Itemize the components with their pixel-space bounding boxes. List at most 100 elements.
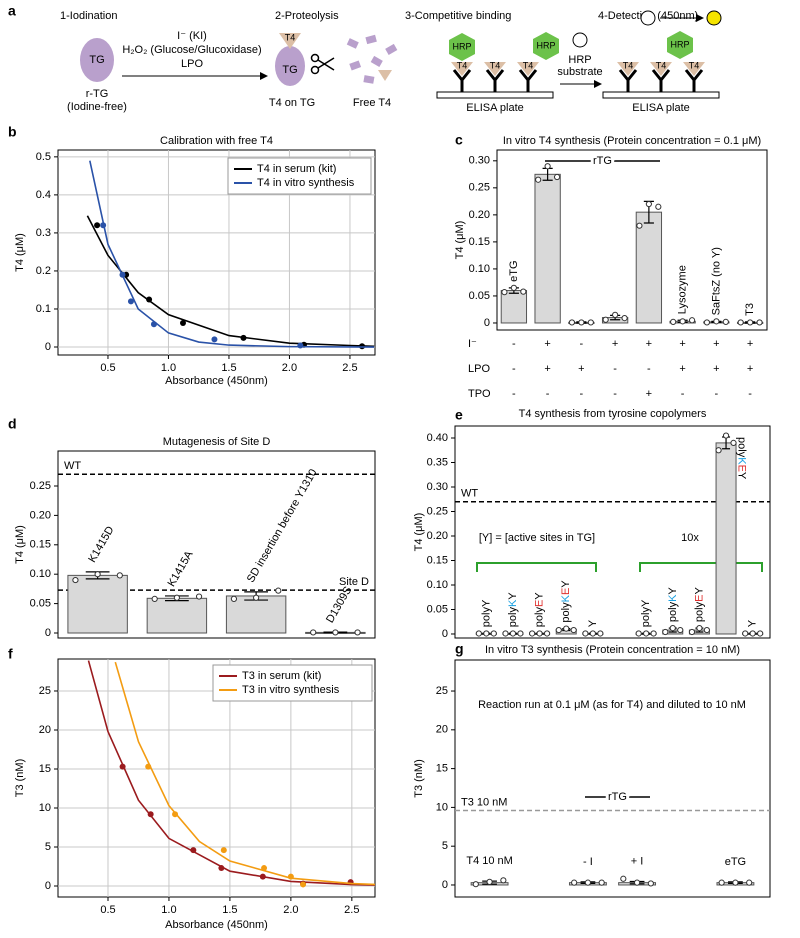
plot-frame xyxy=(57,149,376,356)
x-tick-label: 1.0 xyxy=(161,362,176,374)
protein-icon xyxy=(80,38,114,82)
data-point xyxy=(287,873,294,880)
replicate-point xyxy=(555,626,562,634)
data-point xyxy=(240,334,247,341)
fit-curve xyxy=(86,215,375,348)
y-tick-label: 0 xyxy=(484,317,490,329)
protein-caption: (Iodine-free) xyxy=(67,101,127,113)
enzyme-label: HRP xyxy=(452,41,471,51)
replicate-point xyxy=(647,880,654,887)
condition-value: - xyxy=(748,388,752,400)
antibodies xyxy=(452,69,538,92)
condition-value: - xyxy=(715,388,719,400)
replicate-point xyxy=(475,630,482,637)
chart-title: Mutagenesis of Site D xyxy=(163,436,271,448)
y-tick-label: 0.2 xyxy=(36,265,51,277)
legend-box xyxy=(212,664,373,702)
caption: T4 on TG xyxy=(269,97,315,109)
y-tick-label: 15 xyxy=(39,763,51,775)
panel-letter: e xyxy=(455,407,463,423)
condition-row-label: LPO xyxy=(468,363,490,375)
replicate-point xyxy=(520,288,527,295)
legend-label: T4 in vitro synthesis xyxy=(257,177,355,189)
replicate-point xyxy=(746,879,753,886)
replicate-point xyxy=(669,625,676,632)
y-tick-label: 0.15 xyxy=(30,539,51,551)
y-tick-label: 10 xyxy=(436,801,448,813)
category-label: Y xyxy=(747,619,759,627)
y-tick-label: 25 xyxy=(39,685,51,697)
category-label: polyY xyxy=(640,599,652,627)
panel-letter: d xyxy=(8,416,17,432)
legend-box xyxy=(227,157,372,195)
replicate-point xyxy=(94,571,101,578)
caption: Free T4 xyxy=(353,97,391,109)
data-point xyxy=(218,865,225,872)
category-label: SD insertion before Y1310 xyxy=(245,467,320,585)
annotation: 10x xyxy=(681,532,699,544)
replicate-point xyxy=(688,317,696,324)
x-tick-label: 2.5 xyxy=(344,904,359,916)
x-tick-label: 0.5 xyxy=(100,362,115,374)
replicate-point xyxy=(597,630,604,637)
data-point xyxy=(211,336,218,343)
arrow-head xyxy=(696,14,704,22)
replicate-point xyxy=(535,176,542,183)
y-tick-label: 0 xyxy=(442,628,448,640)
replicate-point xyxy=(553,173,561,181)
category-label: eTG xyxy=(725,856,746,868)
chart-title: In vitro T4 synthesis (Protein concentra… xyxy=(503,135,761,147)
replicate-point xyxy=(536,630,543,637)
bar xyxy=(225,595,287,634)
x-axis-label: Absorbance (450nm) xyxy=(165,919,268,931)
y-tick-label: 10 xyxy=(39,802,51,814)
panel-letter: f xyxy=(8,646,13,662)
condition-row-label: I⁻ xyxy=(468,338,477,350)
protein-caption: r-TG xyxy=(86,88,109,100)
y-tick-label: 0 xyxy=(45,341,51,353)
hormone-label: T4 xyxy=(523,60,534,70)
diagram: a 1-Iodination 2-Proteolysis 3-Competiti… xyxy=(8,3,722,114)
x-tick-label: 0.5 xyxy=(100,904,115,916)
replicate-point xyxy=(587,319,594,326)
data-point xyxy=(147,811,154,818)
data-point xyxy=(146,296,153,303)
y-tick-label: 0.30 xyxy=(469,155,490,167)
y-tick-label: 0.40 xyxy=(427,432,448,444)
category-label: T4 10 nM xyxy=(466,855,512,867)
y-tick-label: 0.30 xyxy=(427,481,448,493)
y-tick-label: 0.4 xyxy=(36,189,51,201)
group-bracket xyxy=(476,562,597,572)
replicate-point xyxy=(173,594,180,601)
condition-value: - xyxy=(613,388,617,400)
legend-label: T3 in serum (kit) xyxy=(242,670,321,682)
reference-label: WT xyxy=(461,488,478,500)
condition-value: - xyxy=(613,363,617,375)
y-tick-label: 0.35 xyxy=(427,456,448,468)
data-point xyxy=(172,811,179,818)
replicate-point xyxy=(645,200,652,208)
hormone-label: T4 xyxy=(457,60,468,70)
condition-value: + xyxy=(544,338,550,350)
hormone-icon xyxy=(617,62,639,76)
y-tick-label: 20 xyxy=(436,724,448,736)
category-label: polyKY xyxy=(667,587,679,623)
condition-value: + xyxy=(646,388,652,400)
span-label: rTG xyxy=(608,791,627,803)
hormone-icon xyxy=(279,33,301,49)
condition-value: - xyxy=(580,388,584,400)
hormone-icon xyxy=(517,62,539,76)
reagent: H₂O₂ (Glucose/Glucoxidase) xyxy=(122,44,261,56)
x-tick-label: 1.0 xyxy=(161,904,176,916)
replicate-point xyxy=(578,319,585,326)
replicate-point xyxy=(584,879,592,886)
substrate-icon xyxy=(572,32,588,48)
replicate-point xyxy=(509,630,517,637)
category-label: Lysozyme xyxy=(677,265,689,314)
replicate-point xyxy=(517,630,524,637)
chart-title: Calibration with free T4 xyxy=(160,135,273,147)
y-tick-label: 5 xyxy=(45,841,51,853)
replicate-point xyxy=(662,628,669,636)
reagent: I⁻ (KI) xyxy=(177,30,207,42)
scissors-icon xyxy=(310,53,335,75)
